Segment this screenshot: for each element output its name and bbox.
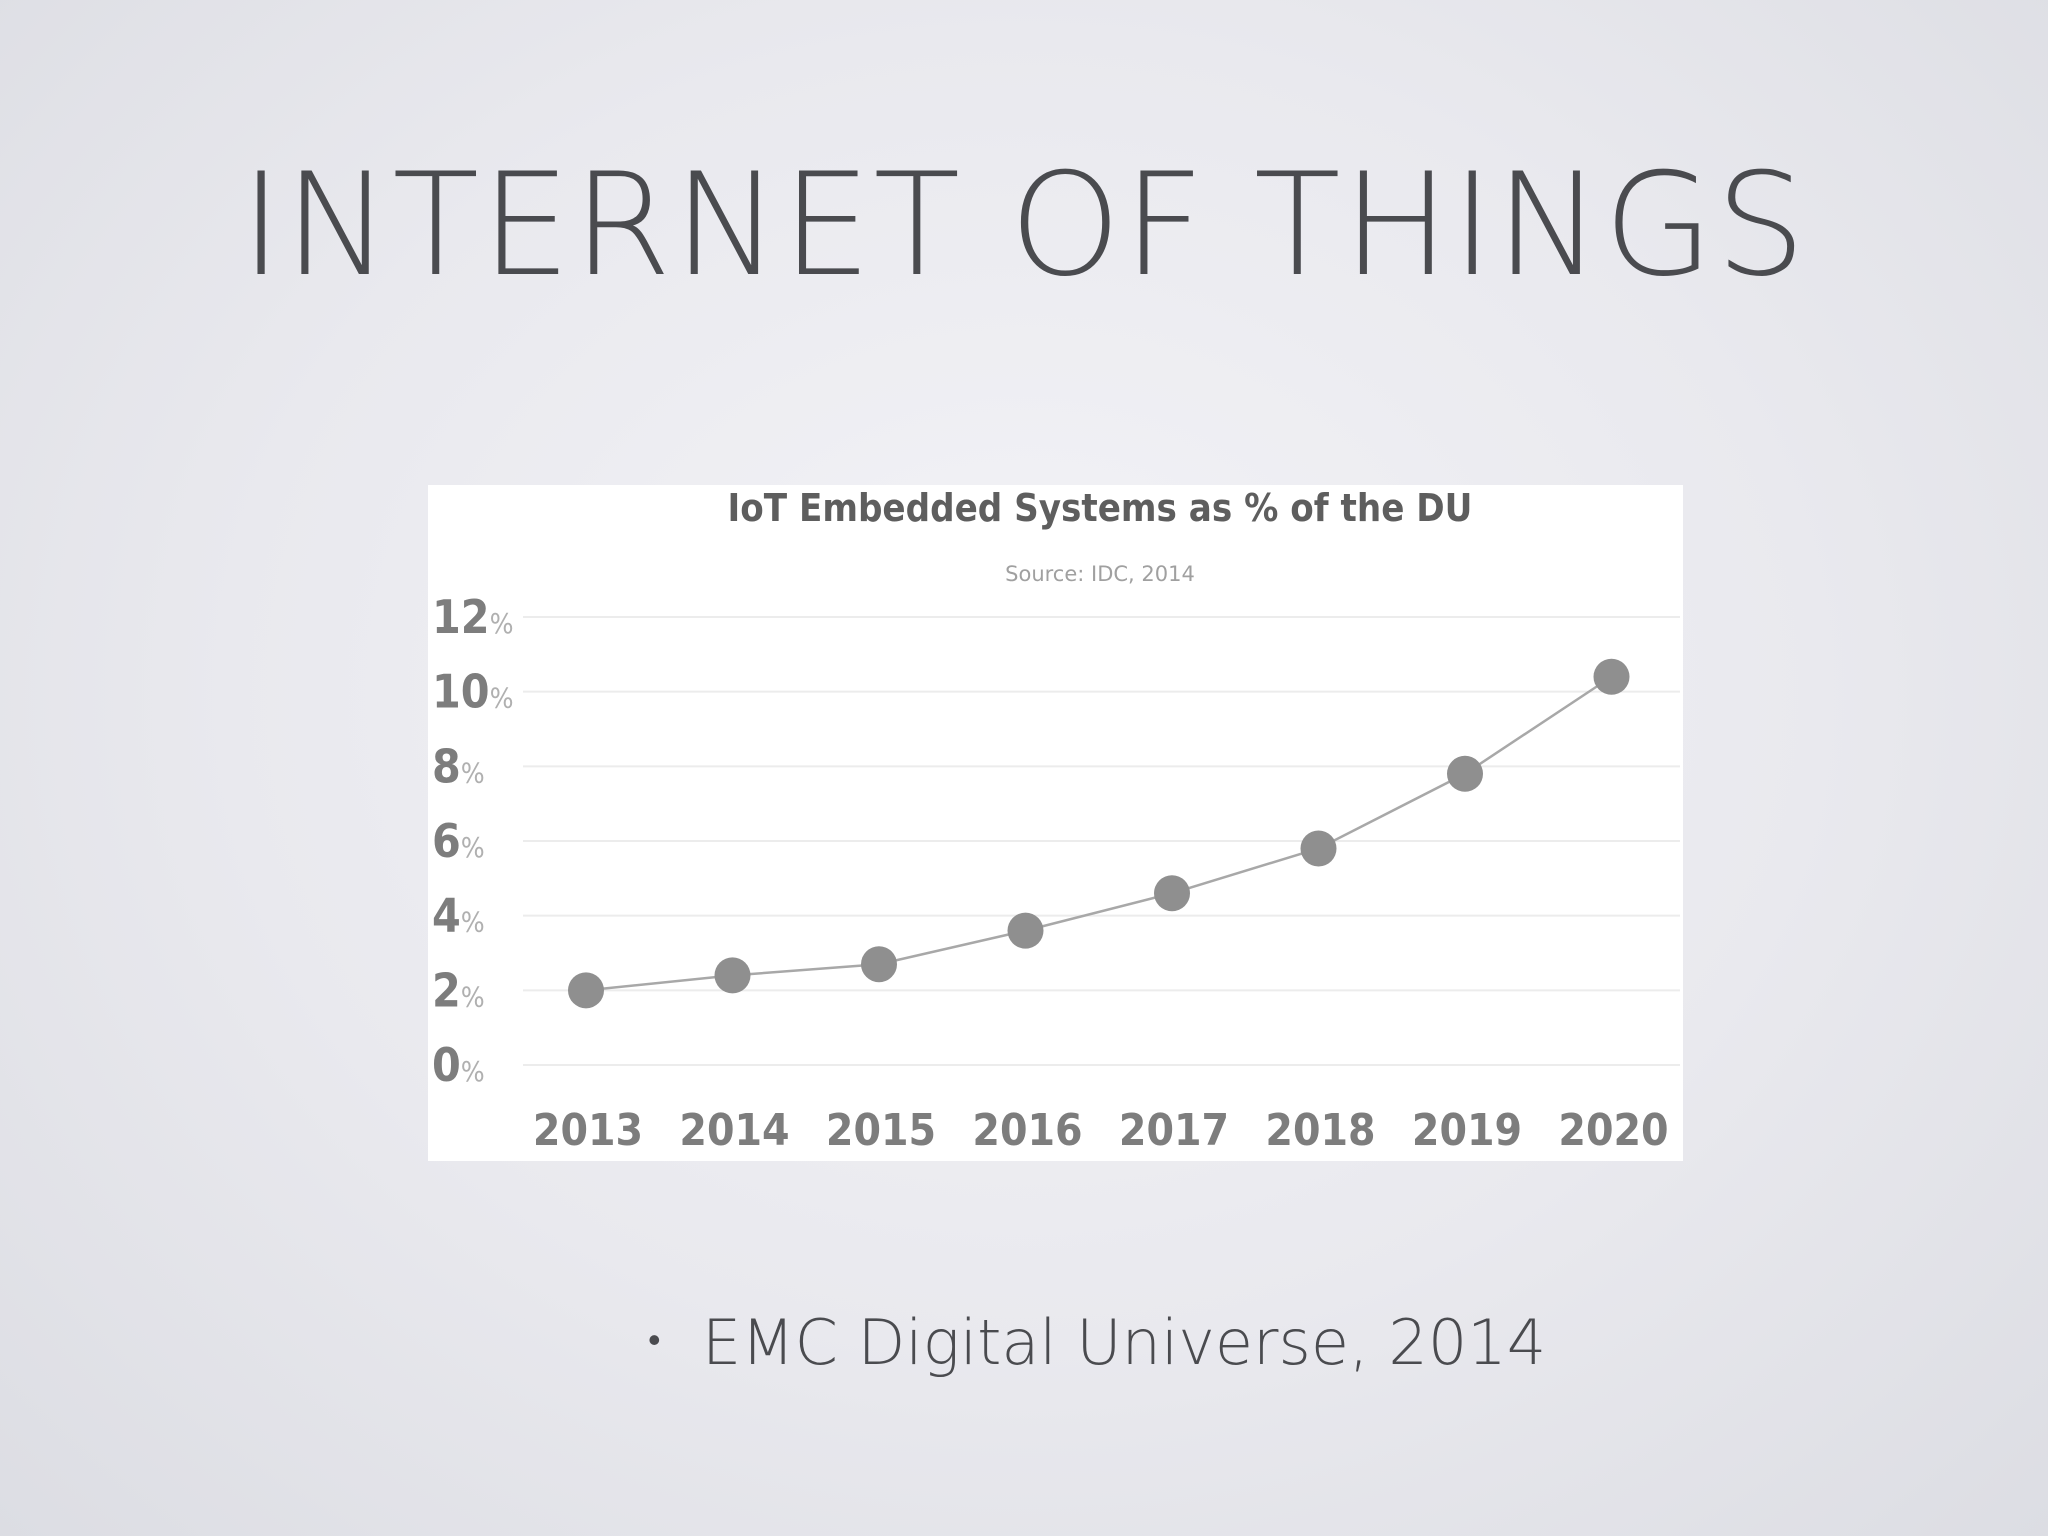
series-line <box>585 675 1613 992</box>
y-tick-label: 4% <box>432 889 485 943</box>
bullet-marker: • <box>648 1320 661 1361</box>
data-point <box>1300 830 1337 867</box>
y-tick-value: 2 <box>432 963 461 1017</box>
y-tick-value: 4 <box>432 889 461 943</box>
y-tick-unit: % <box>461 1055 485 1088</box>
data-point <box>568 972 604 1009</box>
x-tick-label: 2017 <box>1119 1105 1229 1156</box>
series-line-path <box>585 675 1613 992</box>
y-tick-unit: % <box>461 831 485 864</box>
x-tick-label: 2020 <box>1558 1105 1668 1156</box>
chart-subtitle: Source: IDC, 2014 <box>1005 562 1195 586</box>
data-point <box>714 957 751 994</box>
chart-panel: IoT Embedded Systems as % of the DU Sour… <box>428 485 1683 1161</box>
slide-title: INTERNET OF THINGS <box>240 143 1808 308</box>
y-tick-unit: % <box>490 607 514 640</box>
bullet-text: EMC Digital Universe, 2014 <box>702 1306 1547 1379</box>
y-tick-unit: % <box>461 906 485 939</box>
y-tick-unit: % <box>490 682 514 715</box>
chart-title: IoT Embedded Systems as % of the DU <box>728 486 1473 530</box>
y-tick-value: 12 <box>432 590 490 644</box>
y-tick-label: 12% <box>432 590 514 644</box>
y-tick-unit: % <box>461 980 485 1013</box>
x-tick-label: 2014 <box>679 1105 789 1156</box>
data-point <box>1447 755 1483 792</box>
y-tick-value: 8 <box>432 739 461 793</box>
grid-lines <box>523 616 1680 1066</box>
x-tick-label: 2013 <box>533 1105 643 1156</box>
y-axis-ticks: 12%10%8%6%4%2%0% <box>432 590 514 1092</box>
x-tick-label: 2018 <box>1265 1105 1375 1156</box>
x-tick-label: 2015 <box>826 1105 936 1156</box>
y-tick-label: 8% <box>432 739 485 793</box>
data-point <box>1154 875 1190 912</box>
y-tick-label: 0% <box>432 1038 485 1092</box>
x-tick-label: 2016 <box>972 1105 1082 1156</box>
x-tick-label: 2019 <box>1412 1105 1522 1156</box>
y-tick-label: 2% <box>432 963 485 1017</box>
line-chart: IoT Embedded Systems as % of the DU Sour… <box>432 486 1680 1156</box>
y-tick-label: 10% <box>432 665 514 719</box>
data-point <box>1007 912 1044 949</box>
data-point <box>861 946 897 983</box>
series-points <box>568 658 1630 1009</box>
y-tick-value: 10 <box>432 665 490 719</box>
y-tick-value: 6 <box>432 814 461 868</box>
y-tick-unit: % <box>461 756 485 789</box>
x-axis-ticks: 2013 2014 2015 2016 2017 2018 2019 2020 <box>533 1105 1669 1156</box>
y-tick-label: 6% <box>432 814 485 868</box>
y-tick-value: 0 <box>432 1038 461 1092</box>
data-point <box>1593 658 1630 695</box>
bullet-item: • EMC Digital Universe, 2014 <box>648 1312 1546 1374</box>
